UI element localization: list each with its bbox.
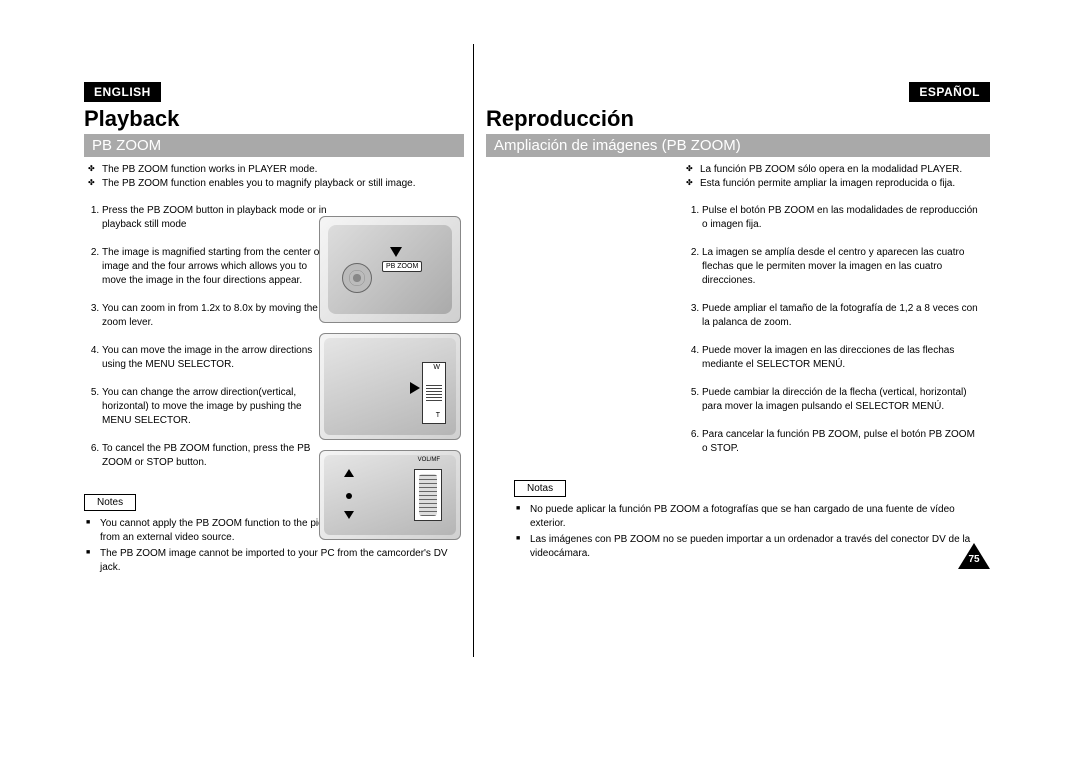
- subheading-left: PB ZOOM: [84, 134, 464, 157]
- zoom-w-label: W: [433, 364, 440, 371]
- step: Para cancelar la función PB ZOOM, pulse …: [702, 428, 982, 456]
- notes-label-left: Notes: [84, 494, 136, 511]
- step: Pulse el botón PB ZOOM en las modalidade…: [702, 204, 982, 232]
- step: You can move the image in the arrow dire…: [102, 344, 330, 372]
- step: Press the PB ZOOM button in playback mod…: [102, 204, 330, 232]
- right-column: ESPAÑOL Reproducción Ampliación de imáge…: [486, 82, 990, 563]
- intro-line: La función PB ZOOM sólo opera en la moda…: [700, 163, 990, 177]
- step: To cancel the PB ZOOM function, press th…: [102, 442, 330, 470]
- lang-tab-english: ENGLISH: [84, 82, 161, 102]
- note: Las imágenes con PB ZOOM no se pueden im…: [530, 533, 990, 561]
- diagrams: PB ZOOM W T VOL/MF: [319, 216, 479, 550]
- intro-line: The PB ZOOM function enables you to magn…: [102, 177, 464, 191]
- triangle-up-icon: [344, 469, 354, 477]
- pbzoom-button-label: PB ZOOM: [382, 261, 422, 272]
- diagram-zoom-lever: W T: [319, 333, 461, 440]
- notes-label-right: Notas: [514, 480, 566, 497]
- intro-line: The PB ZOOM function works in PLAYER mod…: [102, 163, 464, 177]
- note: The PB ZOOM image cannot be imported to …: [100, 547, 464, 575]
- arrow-right-icon: [410, 382, 420, 394]
- zoom-slider: [422, 362, 446, 424]
- heading-left: Playback: [84, 106, 464, 132]
- step: You can change the arrow direction(verti…: [102, 386, 330, 428]
- step: Puede ampliar el tamaño de la fotografía…: [702, 302, 982, 330]
- zoom-t-label: T: [436, 412, 440, 419]
- triangle-down-icon: [344, 511, 354, 519]
- diagram-pbzoom-button: PB ZOOM: [319, 216, 461, 323]
- page-number: 75: [966, 554, 982, 565]
- lang-row: ENGLISH: [84, 82, 464, 102]
- notes-right: No puede aplicar la función PB ZOOM a fo…: [514, 503, 990, 561]
- intro-right: La función PB ZOOM sólo opera en la moda…: [700, 163, 990, 190]
- selector-wheel: [414, 469, 442, 521]
- step: The image is magnified starting from the…: [102, 246, 330, 288]
- steps-right: Pulse el botón PB ZOOM en las modalidade…: [684, 204, 982, 456]
- lang-tab-espanol: ESPAÑOL: [909, 82, 990, 102]
- intro-left: The PB ZOOM function works in PLAYER mod…: [102, 163, 464, 190]
- intro-line: Esta función permite ampliar la imagen r…: [700, 177, 990, 191]
- lang-row: ESPAÑOL: [486, 82, 990, 102]
- step: Puede mover la imagen en las direcciones…: [702, 344, 982, 372]
- dot-icon: [346, 493, 352, 499]
- heading-right: Reproducción: [486, 106, 990, 132]
- subheading-right: Ampliación de imágenes (PB ZOOM): [486, 134, 990, 157]
- manual-page: ENGLISH Playback PB ZOOM The PB ZOOM fun…: [84, 82, 990, 657]
- step: You can zoom in from 1.2x to 8.0x by mov…: [102, 302, 330, 330]
- step: Puede cambiar la dirección de la flecha …: [702, 386, 982, 414]
- page-number-badge: 75: [958, 543, 990, 569]
- step: La imagen se amplía desde el centro y ap…: [702, 246, 982, 288]
- speaker-icon: [342, 263, 372, 293]
- volmf-label: VOL/MF: [418, 457, 440, 463]
- arrow-down-icon: [390, 247, 402, 257]
- note: No puede aplicar la función PB ZOOM a fo…: [530, 503, 990, 531]
- steps-left: Press the PB ZOOM button in playback mod…: [84, 204, 330, 470]
- diagram-menu-selector: VOL/MF: [319, 450, 461, 540]
